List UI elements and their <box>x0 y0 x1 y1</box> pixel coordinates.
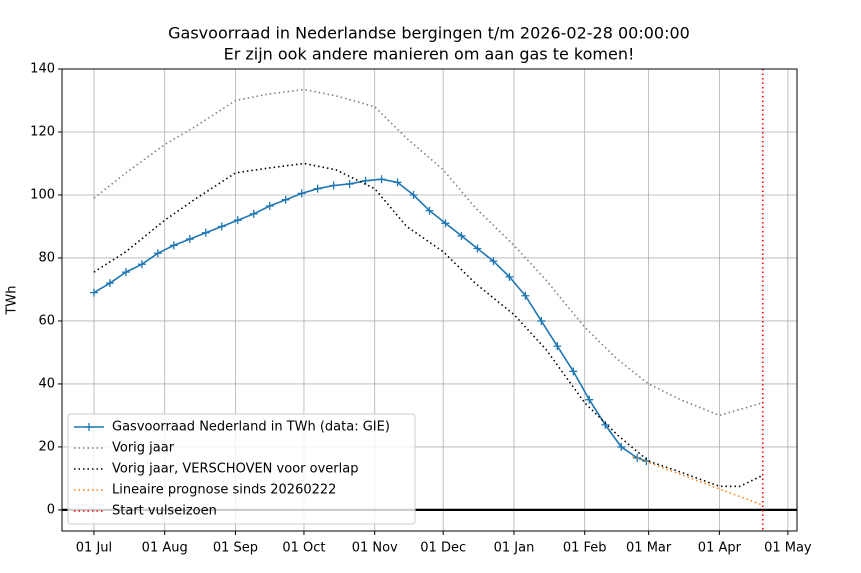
marker <box>425 206 434 215</box>
series-line <box>93 178 647 462</box>
x-tick-label: 01 Feb <box>563 541 607 556</box>
marker <box>393 178 402 187</box>
marker <box>153 249 162 258</box>
y-tick-label: 120 <box>30 124 55 139</box>
marker <box>201 228 210 237</box>
marker <box>569 367 578 376</box>
x-tick-label: 01 Sep <box>213 541 258 556</box>
marker <box>297 189 306 198</box>
marker <box>217 222 226 231</box>
marker <box>441 219 450 228</box>
marker <box>121 268 130 277</box>
marker <box>185 235 194 244</box>
y-tick-label: 80 <box>38 250 55 265</box>
marker <box>265 201 274 210</box>
x-tick-label: 01 May <box>764 541 812 556</box>
marker <box>233 216 242 225</box>
y-axis-label: TWh <box>5 285 20 315</box>
x-tick-label: 01 Jul <box>76 541 112 556</box>
x-tick-label: 01 Oct <box>282 541 325 556</box>
marker <box>249 209 258 218</box>
legend-label: Gasvoorraad Nederland in TWh (data: GIE) <box>112 420 390 435</box>
marker <box>489 257 498 266</box>
marker <box>377 175 386 184</box>
x-tick-label: 01 Jan <box>494 541 535 556</box>
marker <box>313 184 322 193</box>
marker <box>473 244 482 253</box>
marker <box>457 231 466 240</box>
x-tick-label: 01 Dec <box>420 541 466 556</box>
legend-label: Start vulseizoen <box>112 504 217 519</box>
legend-label: Lineaire prognose sinds 20260222 <box>112 483 336 498</box>
marker <box>281 195 290 204</box>
x-tick-label: 01 Nov <box>352 541 398 556</box>
marker <box>169 241 178 250</box>
y-tick-label: 60 <box>38 313 55 328</box>
marker <box>89 288 98 297</box>
y-tick-label: 0 <box>47 502 55 517</box>
x-tick-label: 01 Apr <box>698 541 742 556</box>
marker <box>345 179 354 188</box>
y-tick-label: 20 <box>38 439 55 454</box>
marker <box>585 395 594 404</box>
marker <box>105 279 114 288</box>
y-tick-label: 40 <box>38 376 55 391</box>
marker <box>521 291 530 300</box>
y-tick-label: 140 <box>30 62 55 77</box>
series-line <box>632 455 764 506</box>
x-tick-label: 01 Mar <box>626 541 672 556</box>
plot-frame <box>61 68 798 532</box>
legend-marker <box>85 423 93 431</box>
x-tick-label: 01 Aug <box>142 541 188 556</box>
marker <box>409 190 418 199</box>
marker <box>537 316 546 325</box>
legend-label: Vorig jaar, VERSCHOVEN voor overlap <box>112 462 358 477</box>
chart-subtitle: Er zijn ook andere manieren om aan gas t… <box>224 45 635 64</box>
y-tick-label: 100 <box>30 187 55 202</box>
legend-label: Vorig jaar <box>112 441 175 456</box>
series-line <box>93 88 764 417</box>
marker <box>329 181 338 190</box>
legend-box <box>67 413 416 525</box>
marker <box>617 442 626 451</box>
marker <box>137 260 146 269</box>
marker <box>553 342 562 351</box>
chart-title: Gasvoorraad in Nederlandse bergingen t/m… <box>168 24 690 43</box>
marker <box>505 272 514 281</box>
